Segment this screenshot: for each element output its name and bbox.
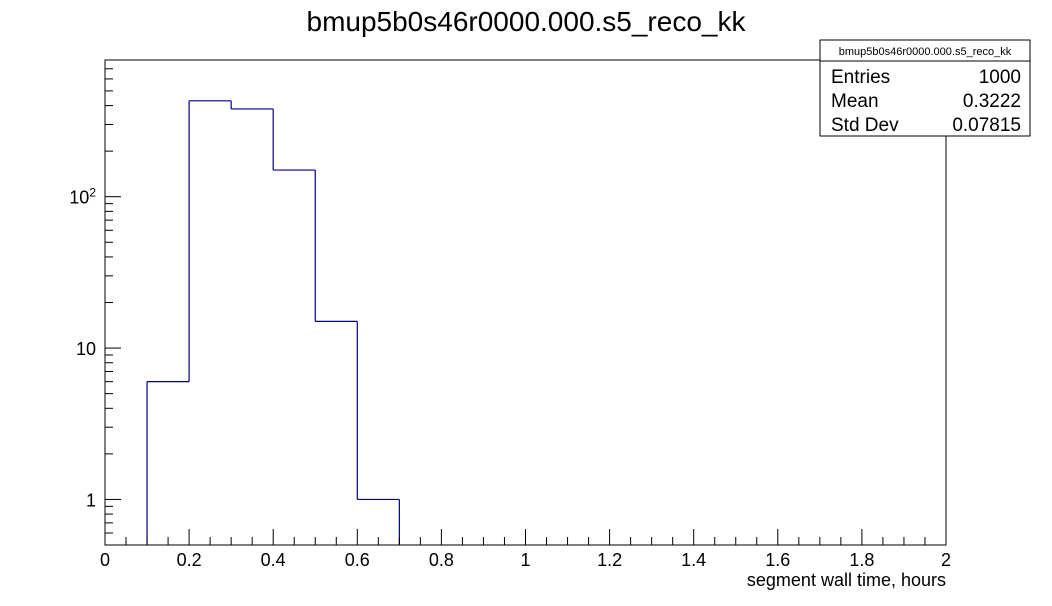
stats-box-title: bmup5b0s46r0000.000.s5_reco_kk — [839, 46, 1012, 58]
histogram-bin — [188, 100, 232, 382]
x-axis-ticks — [104, 529, 947, 545]
stats-mean-value: 0.3222 — [963, 91, 1021, 112]
histogram-bin — [230, 100, 274, 110]
x-tick-label: 0.4 — [261, 550, 286, 570]
y-axis-tick-labels: 1 10 102 — [69, 186, 96, 511]
x-tick-label: 0 — [100, 550, 110, 570]
y-axis-ticks — [105, 59, 121, 546]
x-tick-label: 1.4 — [681, 550, 706, 570]
stats-stddev-label: Std Dev — [831, 115, 899, 136]
y-tick-label: 10 — [76, 339, 96, 359]
histogram-bin — [356, 321, 400, 545]
y-tick-label: 102 — [69, 186, 96, 208]
histogram-bin — [314, 170, 358, 323]
x-axis-title: segment wall time, hours — [747, 570, 946, 590]
x-tick-label: 0.8 — [429, 550, 454, 570]
stats-entries-label: Entries — [831, 67, 890, 88]
histogram-layer — [146, 100, 400, 545]
stats-entries-value: 1000 — [979, 67, 1021, 88]
x-axis-tick-labels: 0 0.2 0.4 0.6 0.8 1 1.2 1.4 1.6 1.8 2 — [100, 550, 951, 570]
stats-box-frame — [819, 39, 1031, 137]
x-tick-label: 0.6 — [345, 550, 370, 570]
y-tick-label: 1 — [86, 490, 96, 510]
stats-stddev-value: 0.07815 — [952, 115, 1021, 136]
stats-mean-label: Mean — [831, 91, 879, 112]
x-tick-label: 1 — [520, 550, 530, 570]
stats-box: bmup5b0s46r0000.000.s5_reco_kk Entries 1… — [819, 39, 1031, 137]
histogram-bin — [272, 108, 316, 171]
x-tick-label: 1.8 — [849, 550, 874, 570]
x-tick-label: 0.2 — [177, 550, 202, 570]
x-tick-label: 1.2 — [597, 550, 622, 570]
chart-title: bmup5b0s46r0000.000.s5_reco_kk — [307, 6, 747, 37]
x-tick-label: 2 — [941, 550, 951, 570]
histogram-bin — [146, 381, 190, 545]
x-tick-label: 1.6 — [765, 550, 790, 570]
